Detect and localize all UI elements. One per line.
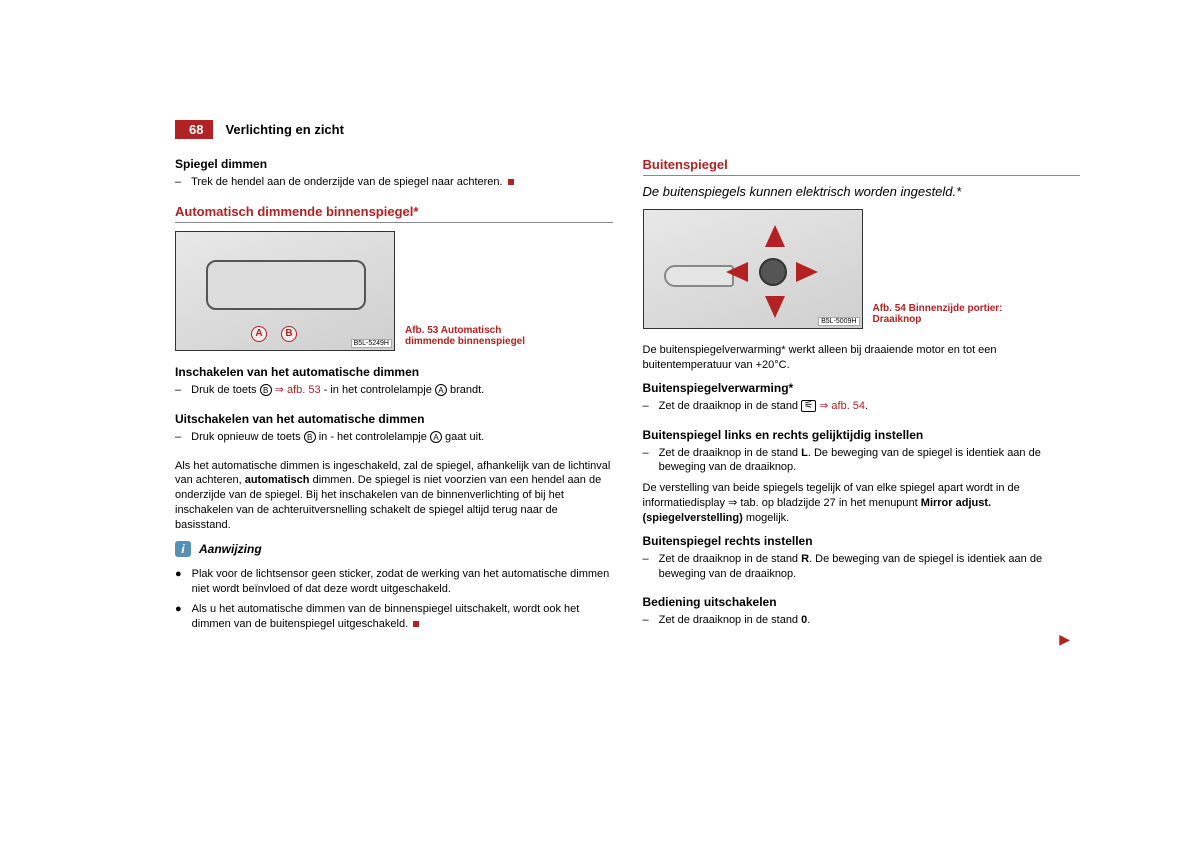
bullet-spiegel: – Trek de hendel aan de onderzijde van d… xyxy=(175,175,613,190)
bullet-lr: – Zet de draaiknop in de stand L. De bew… xyxy=(643,446,1081,476)
heat-icon: ⚟ xyxy=(801,400,816,412)
end-marker-icon xyxy=(508,179,514,185)
marker-b-icon: B xyxy=(281,326,297,342)
arrow-right-icon xyxy=(796,262,818,282)
figure-54-image: B5L-5009H xyxy=(643,209,863,329)
dash-icon: – xyxy=(175,430,181,445)
bullet-aanw2: ● Als u het automatische dimmen van de b… xyxy=(175,602,613,632)
dash-icon: – xyxy=(643,552,649,567)
bullet-text: Druk opnieuw de toets B in - het control… xyxy=(191,430,484,445)
page-header: 68 Verlichting en zicht xyxy=(175,120,1080,139)
arrow-down-icon xyxy=(765,296,785,318)
columns: Spiegel dimmen – Trek de hendel aan de o… xyxy=(175,157,1080,638)
figure-53-image: A B B5L-5249H xyxy=(175,231,395,351)
bullet-rechts: – Zet de draaiknop in de stand R. De bew… xyxy=(643,552,1081,582)
heading-autodim: Automatisch dimmende binnenspiegel* xyxy=(175,204,613,223)
page: 68 Verlichting en zicht Spiegel dimmen –… xyxy=(0,0,1200,638)
para-autodim: Als het automatische dimmen is ingeschak… xyxy=(175,459,613,533)
heading-lr: Buitenspiegel links en rechts gelijktijd… xyxy=(643,428,1081,442)
buitenspiegel-desc: De buitenspiegels kunnen elektrisch word… xyxy=(643,184,1081,199)
para-verstelling: De verstelling van beide spiegels tegeli… xyxy=(643,481,1081,526)
dash-icon: – xyxy=(175,383,181,398)
figure-54-code: B5L-5009H xyxy=(818,317,859,326)
figure-53-caption: Afb. 53 Automatisch dimmende binnenspieg… xyxy=(405,325,545,351)
arrow-up-icon xyxy=(765,225,785,247)
section-title: Verlichting en zicht xyxy=(225,122,343,137)
heading-buitenspiegel: Buitenspiegel xyxy=(643,157,1081,176)
bullet-aanw1: ● Plak voor de lichtsensor geen sticker,… xyxy=(175,567,613,597)
knob-shape xyxy=(759,258,787,286)
heading-uitschakelen: Uitschakelen van het automatische dimmen xyxy=(175,412,613,426)
circle-b-icon: B xyxy=(304,431,316,443)
bullet-text: Zet de draaiknop in de stand ⚟ ⇒ afb. 54… xyxy=(659,399,868,414)
figure-53: A B B5L-5249H Afb. 53 Automatisch dimmen… xyxy=(175,231,613,351)
bullet-verwarming: – Zet de draaiknop in de stand ⚟ ⇒ afb. … xyxy=(643,399,1081,414)
bullet-text: Trek de hendel aan de onderzijde van de … xyxy=(191,175,514,190)
circle-a-icon: A xyxy=(430,431,442,443)
bullet-text: Zet de draaiknop in de stand R. De beweg… xyxy=(659,552,1080,582)
figure-54-caption: Afb. 54 Binnenzijde portier: Draaiknop xyxy=(873,303,1013,329)
bullet-text: Druk de toets B ⇒ afb. 53 - in het contr… xyxy=(191,383,484,398)
dash-icon: – xyxy=(175,175,181,190)
aanwijzing-title: Aanwijzing xyxy=(199,542,262,556)
ref-afb53: ⇒ afb. 53 xyxy=(272,384,321,396)
bullet-bediening-uit: – Zet de draaiknop in de stand 0. xyxy=(643,613,1081,628)
bullet-text: Zet de draaiknop in de stand L. De beweg… xyxy=(659,446,1080,476)
bullet-dot-icon: ● xyxy=(175,602,182,617)
left-column: Spiegel dimmen – Trek de hendel aan de o… xyxy=(175,157,613,638)
figure-53-code: B5L-5249H xyxy=(351,339,392,348)
mirror-shape xyxy=(206,260,366,310)
info-icon: i xyxy=(175,541,191,557)
dash-icon: – xyxy=(643,446,649,461)
bullet-uitschakelen: – Druk opnieuw de toets B in - het contr… xyxy=(175,430,613,445)
bullet-text: Plak voor de lichtsensor geen sticker, z… xyxy=(192,567,613,597)
dash-icon: – xyxy=(643,399,649,414)
door-handle-shape xyxy=(664,265,734,287)
circle-b-icon: B xyxy=(260,384,272,396)
dash-icon: – xyxy=(643,613,649,628)
heading-bediening-uit: Bediening uitschakelen xyxy=(643,595,1081,609)
bullet-inschakelen: – Druk de toets B ⇒ afb. 53 - in het con… xyxy=(175,383,613,398)
continue-arrow-icon: ▶ xyxy=(1059,631,1070,648)
bullet-dot-icon: ● xyxy=(175,567,182,582)
heading-spiegel-dimmen: Spiegel dimmen xyxy=(175,157,613,171)
bullet-text: Als u het automatische dimmen van de bin… xyxy=(192,602,613,632)
marker-a-icon: A xyxy=(251,326,267,342)
ref-afb54: ⇒ afb. 54 xyxy=(816,400,865,412)
heading-verwarming: Buitenspiegelverwarming* xyxy=(643,381,1081,395)
right-column: Buitenspiegel De buitenspiegels kunnen e… xyxy=(643,157,1081,638)
figure-54: B5L-5009H Afb. 54 Binnenzijde portier: D… xyxy=(643,209,1081,329)
page-number: 68 xyxy=(175,120,213,139)
heading-rechts: Buitenspiegel rechts instellen xyxy=(643,534,1081,548)
bullet-text: Zet de draaiknop in de stand 0. xyxy=(659,613,811,628)
para-heating: De buitenspiegelverwarming* werkt alleen… xyxy=(643,343,1081,373)
circle-a-icon: A xyxy=(435,384,447,396)
arrow-left-icon xyxy=(726,262,748,282)
heading-inschakelen: Inschakelen van het automatische dimmen xyxy=(175,365,613,379)
end-marker-icon xyxy=(413,621,419,627)
aanwijzing-block: i Aanwijzing xyxy=(175,541,613,557)
